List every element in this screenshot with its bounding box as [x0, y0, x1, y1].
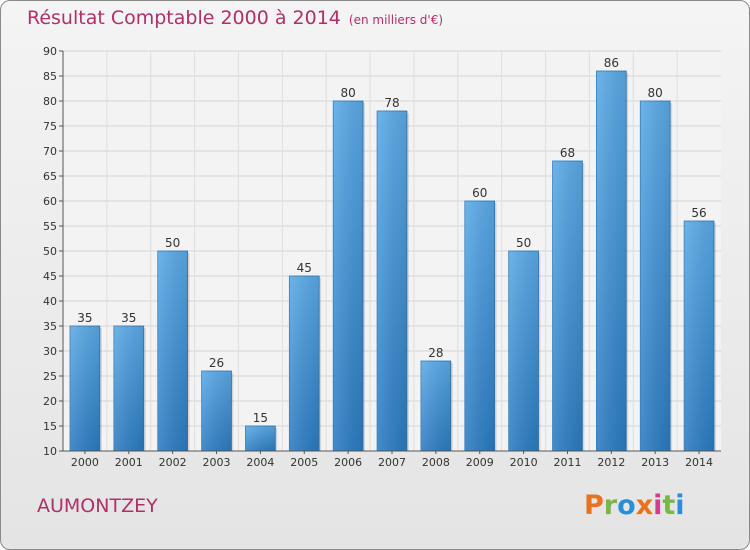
y-tick-label: 35 [43, 320, 57, 333]
bar-shade [333, 101, 364, 451]
bar-layer: 35 35 50 26 15 45 80 78 28 60 50 68 86 80 56 [69, 56, 716, 452]
y-tick-label: 30 [43, 345, 57, 358]
logo-letter: t [662, 490, 676, 521]
bar-shade [640, 101, 671, 451]
chart-subtitle: (en milliers d'€) [348, 13, 444, 27]
x-tick-label: 2008 [422, 456, 450, 469]
logo-letter: i [675, 490, 685, 521]
data-label: 50 [165, 236, 180, 250]
x-tick-label: 2014 [685, 456, 713, 469]
x-tick-label: 2012 [597, 456, 625, 469]
bar-shade [157, 251, 188, 451]
x-tick-label: 2000 [71, 456, 99, 469]
bar-shade [70, 326, 100, 451]
x-tick-label: 2009 [466, 456, 494, 469]
data-label: 45 [297, 261, 312, 275]
bar-shade [552, 161, 583, 451]
data-label: 86 [604, 56, 619, 70]
chart-title: Résultat Comptable 2000 à 2014 (en millie… [27, 7, 443, 29]
commune-name: AUMONTZEY [37, 495, 158, 517]
y-tick-label: 20 [43, 395, 57, 408]
bar-shade [464, 201, 495, 451]
logo-letter: r [603, 490, 618, 521]
y-tick-label: 25 [43, 370, 57, 383]
data-label: 26 [209, 356, 224, 370]
y-tick-label: 70 [43, 145, 57, 158]
x-tick-label: 2005 [290, 456, 318, 469]
y-tick-label: 90 [43, 45, 57, 58]
data-label: 56 [691, 206, 706, 220]
bar-shade [684, 221, 714, 451]
y-tick-label: 10 [43, 445, 57, 458]
data-label: 60 [472, 186, 487, 200]
x-tick-label: 2001 [115, 456, 143, 469]
data-label: 35 [77, 311, 92, 325]
logo-letter: x [635, 490, 654, 521]
proxiti-logo: Proxiti [584, 490, 685, 521]
logo-letter: i [653, 490, 663, 521]
axis-layer: 10 15 20 25 30 35 40 45 50 55 60 65 70 75 80 85 90 2000 20… [43, 45, 721, 469]
y-tick-label: 55 [43, 220, 57, 233]
data-label: 35 [121, 311, 136, 325]
data-label: 78 [384, 96, 399, 110]
bar-shade [596, 71, 627, 451]
y-tick-label: 40 [43, 295, 57, 308]
bar-shade [377, 111, 407, 451]
bar-shade [113, 326, 144, 451]
y-tick-label: 60 [43, 195, 57, 208]
y-tick-label: 85 [43, 70, 57, 83]
y-tick-label: 45 [43, 270, 57, 283]
data-label: 80 [648, 86, 663, 100]
x-tick-label: 2002 [159, 456, 187, 469]
x-tick-label: 2010 [510, 456, 538, 469]
x-tick-label: 2011 [553, 456, 581, 469]
data-label: 80 [340, 86, 355, 100]
logo-letter: o [617, 490, 636, 521]
x-tick-label: 2007 [378, 456, 406, 469]
x-tick-label: 2006 [334, 456, 362, 469]
bar-shade [508, 251, 539, 451]
x-tick-label: 2003 [203, 456, 231, 469]
bar-shade [201, 371, 232, 451]
bar-shade [289, 276, 320, 451]
bar-shade [420, 361, 451, 451]
data-label: 28 [428, 346, 443, 360]
y-tick-label: 75 [43, 120, 57, 133]
data-label: 68 [560, 146, 575, 160]
y-tick-label: 15 [43, 420, 57, 433]
y-tick-label: 80 [43, 95, 57, 108]
data-label: 15 [253, 411, 268, 425]
data-label: 50 [516, 236, 531, 250]
x-tick-label: 2013 [641, 456, 669, 469]
bar-shade [245, 426, 276, 451]
x-tick-label: 2004 [246, 456, 274, 469]
logo-letter: P [584, 490, 604, 521]
y-tick-label: 50 [43, 245, 57, 258]
title-text: Résultat Comptable 2000 à 2014 [27, 7, 341, 29]
y-tick-label: 65 [43, 170, 57, 183]
